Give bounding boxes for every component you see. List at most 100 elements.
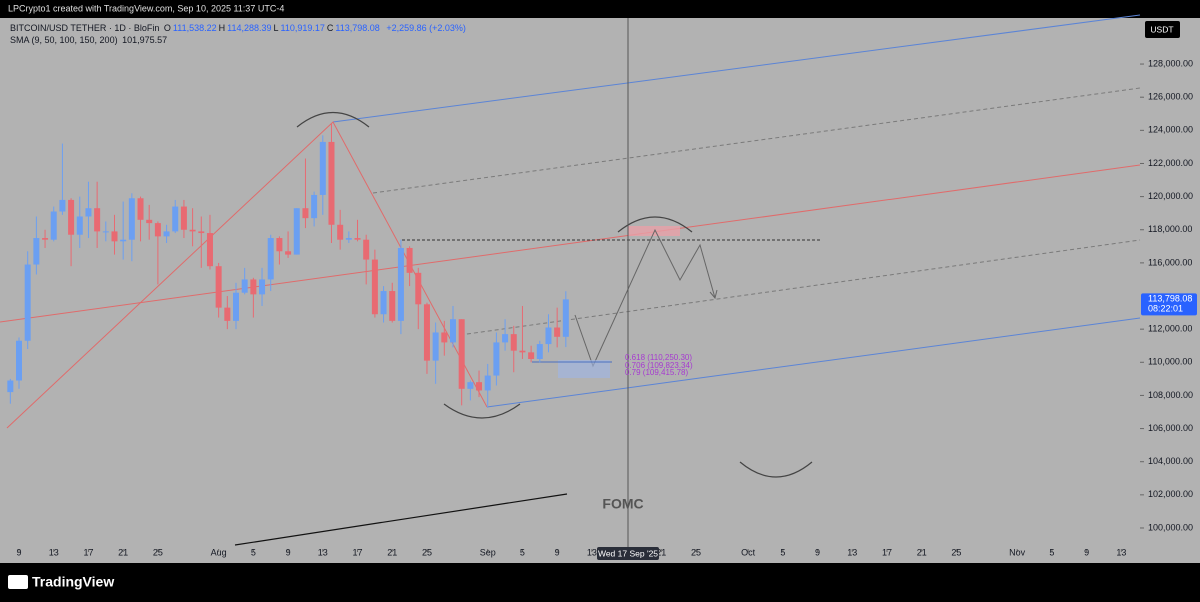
candle-body bbox=[215, 266, 222, 308]
x-tick-label: 9 bbox=[286, 547, 291, 557]
candle-body bbox=[458, 319, 465, 389]
candle-body bbox=[545, 327, 552, 345]
countdown-label: 08:22:01 bbox=[1148, 304, 1183, 314]
x-tick-label: 25 bbox=[691, 547, 701, 557]
x-tick-label: 13 bbox=[318, 547, 328, 557]
candle-body bbox=[371, 259, 378, 315]
candle-body bbox=[285, 251, 292, 255]
chart-background bbox=[0, 18, 1200, 563]
x-tick-label: 13 bbox=[1116, 547, 1126, 557]
sma-line bbox=[234, 493, 568, 546]
candle-body bbox=[406, 247, 413, 273]
change: +2,259.86 (+2.03%) bbox=[386, 23, 466, 33]
x-tick-label: 25 bbox=[951, 547, 961, 557]
candle-body bbox=[224, 307, 231, 321]
candle-body bbox=[319, 141, 326, 195]
candle-body bbox=[389, 291, 396, 321]
candle-body bbox=[363, 239, 370, 260]
x-tick-label: 25 bbox=[153, 547, 163, 557]
fib-label: 0.706 (109,823.34) bbox=[625, 361, 693, 370]
x-tick-label: 21 bbox=[387, 547, 397, 557]
candle-body bbox=[154, 223, 161, 237]
y-tick-label: 102,000.00 bbox=[1148, 489, 1193, 499]
x-tick-label: 5 bbox=[520, 547, 525, 557]
candle-body bbox=[120, 239, 127, 242]
x-tick-label: 13 bbox=[49, 547, 59, 557]
y-tick-label: 126,000.00 bbox=[1148, 92, 1193, 102]
drawings bbox=[0, 14, 1141, 552]
x-tick-label: 5 bbox=[251, 547, 256, 557]
candle-body bbox=[354, 238, 361, 240]
channel-mid-line bbox=[459, 239, 1141, 336]
x-tick-label: 25 bbox=[422, 547, 432, 557]
x-tick-label: 9 bbox=[555, 547, 560, 557]
candle-body bbox=[233, 292, 240, 321]
y-tick-label: 120,000.00 bbox=[1148, 191, 1193, 201]
x-tick-label: 5 bbox=[780, 547, 785, 557]
x-tick-label: 9 bbox=[17, 547, 22, 557]
ohlc-key: L bbox=[273, 23, 279, 33]
candle-body bbox=[562, 299, 569, 337]
candle-body bbox=[180, 206, 187, 230]
candle-body bbox=[293, 208, 300, 255]
x-tick-label: Sep bbox=[480, 547, 496, 557]
candle-body bbox=[85, 208, 92, 217]
y-tick-label: 100,000.00 bbox=[1148, 522, 1193, 532]
candle-body bbox=[94, 208, 101, 232]
arc bbox=[617, 216, 693, 233]
indicator-value: 101,975.57 bbox=[122, 35, 168, 45]
candle-body bbox=[7, 380, 14, 393]
candle-body bbox=[502, 334, 509, 343]
candle-body bbox=[33, 238, 40, 265]
brand-logo bbox=[8, 575, 28, 589]
candle-body bbox=[267, 238, 274, 280]
arc bbox=[296, 111, 370, 128]
last-price-box bbox=[1141, 293, 1197, 316]
candles bbox=[7, 123, 569, 408]
x-tick-label: 9 bbox=[815, 547, 820, 557]
candle-body bbox=[137, 198, 144, 220]
candle-body bbox=[146, 219, 153, 224]
candle-body bbox=[76, 216, 83, 235]
candle-body bbox=[59, 199, 66, 212]
channel-line bbox=[486, 317, 1141, 408]
y-tick-label: 122,000.00 bbox=[1148, 158, 1193, 168]
candle-body bbox=[328, 141, 335, 225]
candle-body bbox=[50, 211, 57, 240]
y-tick-label: 118,000.00 bbox=[1148, 224, 1192, 234]
ohlc-key: O bbox=[163, 23, 171, 33]
channel-mid-line bbox=[372, 87, 1141, 194]
arc bbox=[443, 403, 521, 419]
x-tick-label: 5 bbox=[1049, 547, 1054, 557]
candle-body bbox=[536, 344, 543, 359]
currency-button[interactable] bbox=[1145, 21, 1180, 38]
legend: BITCOIN/USD TETHER · 1D · BloFin O 111,53… bbox=[10, 22, 468, 46]
candle-body bbox=[311, 194, 318, 219]
last-price-label: 113,798.08 bbox=[1148, 294, 1192, 304]
y-tick-label: 110,000.00 bbox=[1148, 357, 1192, 367]
ohlc-key: H bbox=[218, 23, 226, 33]
indicator: SMA (9, 50, 100, 150, 200) bbox=[10, 35, 118, 45]
ohlc-value: 111,538.22 bbox=[172, 23, 217, 33]
red-trend-line bbox=[0, 164, 1141, 323]
currency-label[interactable]: USDT bbox=[1150, 24, 1173, 34]
ohlc-key: C bbox=[326, 23, 334, 33]
channel-line bbox=[332, 14, 1141, 123]
zigzag bbox=[6, 121, 488, 429]
fib-label: 0.618 (110,250.30) bbox=[625, 353, 692, 362]
fib-zone bbox=[558, 360, 610, 378]
candle-body bbox=[302, 208, 309, 219]
legend-row: BITCOIN/USD TETHER · 1D · BloFin O 111,53… bbox=[10, 22, 468, 34]
x-tick-label: Oct bbox=[741, 547, 756, 557]
candle-body bbox=[519, 350, 526, 353]
candle-body bbox=[423, 304, 430, 361]
candle-body bbox=[198, 231, 205, 234]
y-tick-label: 124,000.00 bbox=[1148, 125, 1193, 135]
x-tick-label: 21 bbox=[656, 547, 666, 557]
candle-body bbox=[554, 327, 561, 337]
y-tick-label: 112,000.00 bbox=[1148, 324, 1192, 334]
candle-body bbox=[206, 233, 213, 267]
candle-body bbox=[163, 231, 170, 237]
candle-body bbox=[189, 229, 196, 232]
